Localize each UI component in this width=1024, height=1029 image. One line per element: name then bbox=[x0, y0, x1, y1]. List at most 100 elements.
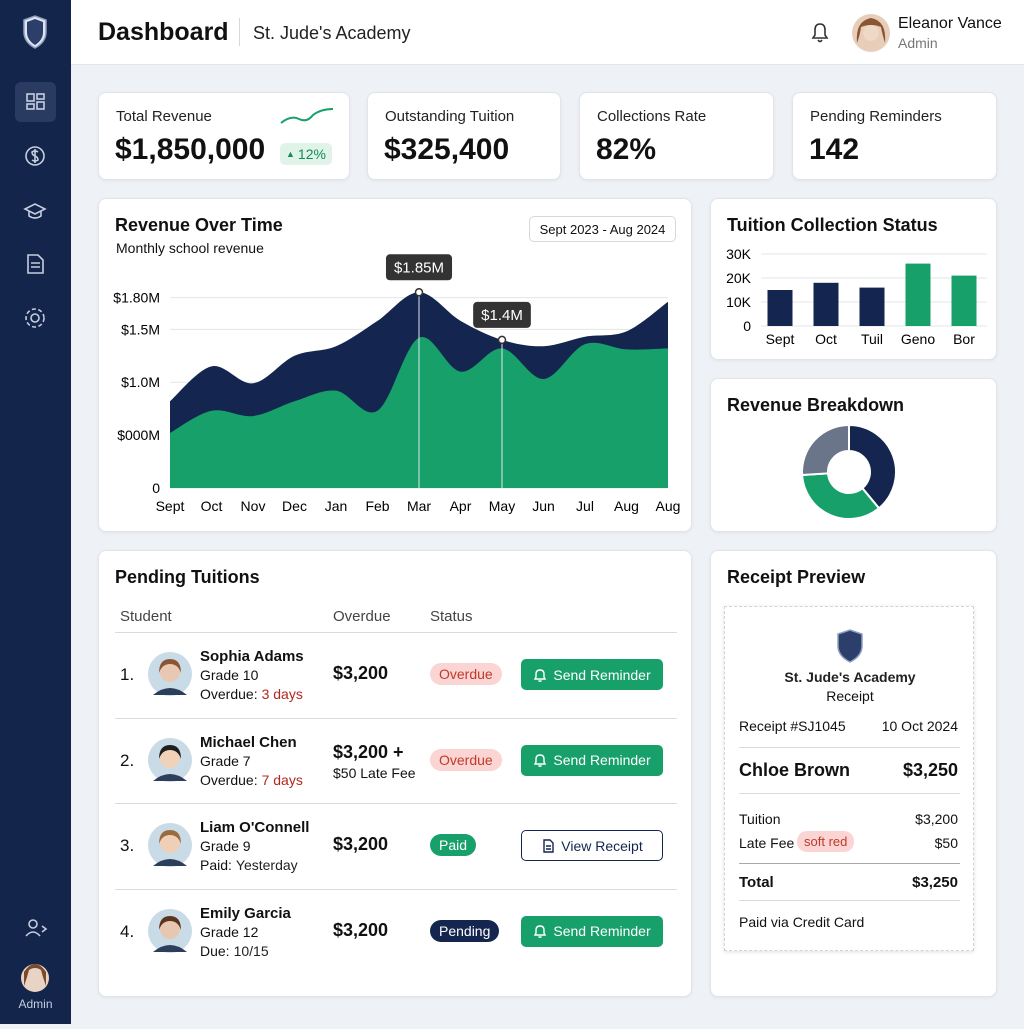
school-name: St. Jude's Academy bbox=[253, 23, 411, 43]
kpi-value: $1,850,000 bbox=[115, 133, 266, 166]
student-grade: Grade 9 bbox=[200, 838, 251, 854]
avatar-face bbox=[160, 833, 180, 853]
icon-shape bbox=[534, 925, 547, 938]
breakdown-card: Revenue Breakdown bbox=[710, 378, 997, 532]
due-line: Paid: Yesterday bbox=[200, 857, 298, 873]
header: Dashboard St. Jude's Academy Eleanor Van… bbox=[71, 0, 1024, 65]
student-name: Liam O'Connell bbox=[200, 819, 310, 836]
avatar-face bbox=[160, 747, 180, 768]
due-line: Due: 10/15 bbox=[200, 943, 269, 959]
x-tick-label: Oct bbox=[815, 331, 837, 347]
bar-chart: 0 10K 20K 30K Sept Oct Tuil Geno Bor bbox=[726, 246, 987, 347]
total-amount: $3,250 bbox=[912, 874, 958, 891]
area-chart: 0 $000M $1.0M $1.5M $1.80M Sept Oct Nov Dec Jan Fe… bbox=[113, 254, 680, 514]
x-tick-label: May bbox=[489, 498, 515, 514]
status-pill: Paid bbox=[430, 834, 477, 856]
student-name: Emily Garcia bbox=[200, 904, 291, 922]
kpi-card: Total Revenue $1,850,000 ▲ 12% bbox=[98, 92, 350, 180]
button-label: Send Reminder bbox=[553, 923, 651, 939]
payment-method: Paid via Credit Card bbox=[739, 914, 865, 930]
notification-bell[interactable] bbox=[807, 20, 833, 46]
chart-title: Revenue Over Time bbox=[115, 215, 283, 235]
amount: $3,200 bbox=[333, 663, 389, 683]
chart-title: Tuition Collection Status bbox=[727, 215, 938, 235]
user-role: Admin bbox=[898, 35, 938, 51]
x-tick-label: Jan bbox=[325, 498, 348, 514]
amount: $3,200 bbox=[333, 919, 389, 940]
kpi-label: Total Revenue bbox=[116, 108, 212, 125]
date-range[interactable]: Sept 2023 - Aug 2024 bbox=[529, 216, 676, 242]
student-grade: Grade 12 bbox=[200, 923, 259, 940]
x-tick-label: Bor bbox=[953, 331, 975, 347]
student-grade: Grade 7 bbox=[200, 752, 251, 769]
user-avatar[interactable] bbox=[851, 13, 891, 53]
row-rule bbox=[115, 717, 677, 719]
action-button[interactable]: Send Reminder bbox=[521, 915, 663, 947]
row-rule bbox=[115, 888, 677, 890]
sidebar-user-label: Admin bbox=[18, 997, 53, 1011]
x-tick-label: Jul bbox=[576, 498, 594, 514]
bar bbox=[951, 275, 977, 326]
due-value: 7 days bbox=[261, 771, 303, 788]
x-tick-label: Apr bbox=[450, 498, 472, 514]
active-nav[interactable] bbox=[15, 82, 56, 122]
button-label: Send Reminder bbox=[553, 752, 651, 768]
bar bbox=[767, 290, 793, 326]
bar bbox=[905, 263, 931, 326]
logo-inner bbox=[27, 19, 43, 45]
nav-account[interactable] bbox=[28, 919, 38, 929]
action-button[interactable]: Send Reminder bbox=[521, 659, 663, 690]
user-name: Eleanor Vance bbox=[898, 15, 1002, 32]
receipt-number: Receipt #SJ1045 bbox=[739, 718, 846, 734]
marker-dot bbox=[414, 288, 424, 297]
x-tick-label: Jun bbox=[532, 498, 555, 514]
header-rule bbox=[115, 632, 677, 633]
due-label: Overdue: bbox=[200, 771, 258, 788]
action-button[interactable]: View Receipt bbox=[521, 830, 663, 861]
nav-settings[interactable] bbox=[30, 313, 40, 323]
donut-slice bbox=[848, 423, 897, 510]
avatar-hair bbox=[159, 915, 181, 930]
avatar-face bbox=[160, 918, 180, 939]
icon-shape bbox=[534, 754, 547, 767]
item-badge: soft red bbox=[797, 831, 855, 852]
amount-note: $50 Late Fee bbox=[333, 764, 416, 781]
y-tick-label: 20K bbox=[726, 270, 752, 286]
row-number: 3. bbox=[120, 836, 135, 855]
due-value: Yesterday bbox=[235, 857, 298, 873]
y-tick-label: 0 bbox=[152, 480, 160, 496]
y-tick-label: $1.5M bbox=[121, 321, 160, 337]
student-avatar bbox=[148, 823, 192, 867]
x-tick-label: Sept bbox=[766, 331, 795, 347]
row-rule bbox=[115, 803, 677, 804]
avatar-shoulders bbox=[153, 773, 187, 781]
kpi-label: Collections Rate bbox=[597, 108, 707, 125]
row-number: 4. bbox=[120, 921, 135, 941]
due-line: Overdue: 3 days bbox=[200, 686, 303, 702]
kpi-change: ▲ 12% bbox=[280, 143, 332, 165]
receipt-date: 10 Oct 2024 bbox=[881, 718, 958, 734]
revenue-card: Revenue Over Time Monthly school revenue… bbox=[98, 198, 692, 532]
column-header: Overdue bbox=[333, 608, 391, 625]
action-button[interactable]: Send Reminder bbox=[521, 744, 663, 776]
avatar-face bbox=[160, 662, 180, 682]
due-value: 3 days bbox=[261, 686, 303, 702]
kpi-card: Pending Reminders 142 bbox=[792, 92, 997, 180]
student-name: Sophia Adams bbox=[200, 648, 304, 665]
due-label: Paid: bbox=[200, 857, 232, 873]
nav-dashboard[interactable] bbox=[26, 93, 35, 102]
kpi-value: $325,400 bbox=[384, 133, 510, 166]
student-avatar bbox=[148, 652, 192, 696]
button-label: Send Reminder bbox=[553, 666, 651, 683]
nav-finance[interactable] bbox=[25, 146, 45, 166]
icon-shape bbox=[543, 838, 554, 853]
receipt-card: Receipt Preview St. Jude's Academy Recei… bbox=[710, 550, 997, 997]
kpi-change-text: 12% bbox=[297, 146, 326, 162]
student-avatar bbox=[148, 737, 192, 782]
nav-documents[interactable] bbox=[27, 254, 44, 274]
tooltip-label: $1.4M bbox=[481, 307, 523, 324]
kpi-label: Pending Reminders bbox=[810, 108, 942, 125]
nav-academics[interactable] bbox=[23, 203, 47, 219]
y-tick-label: 0 bbox=[743, 318, 751, 334]
status-pill: Pending bbox=[430, 919, 500, 942]
